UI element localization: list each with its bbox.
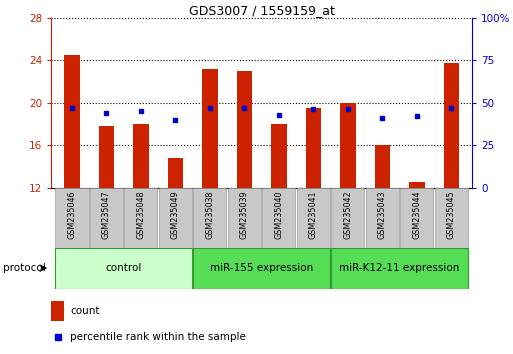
Bar bbox=[271, 124, 287, 188]
Bar bbox=[262, 188, 295, 248]
Text: miR-155 expression: miR-155 expression bbox=[210, 263, 313, 273]
Bar bbox=[435, 188, 468, 248]
Text: count: count bbox=[70, 306, 100, 316]
Bar bbox=[331, 188, 364, 248]
Text: control: control bbox=[106, 263, 142, 273]
Text: GSM235044: GSM235044 bbox=[412, 190, 421, 239]
Text: GSM235048: GSM235048 bbox=[136, 190, 146, 239]
Bar bbox=[228, 188, 261, 248]
Text: GSM235041: GSM235041 bbox=[309, 190, 318, 239]
Bar bbox=[366, 188, 399, 248]
Text: GSM235039: GSM235039 bbox=[240, 190, 249, 239]
Bar bbox=[331, 248, 468, 289]
Title: GDS3007 / 1559159_at: GDS3007 / 1559159_at bbox=[189, 4, 334, 17]
Bar bbox=[400, 188, 433, 248]
Bar bbox=[409, 182, 425, 188]
Bar bbox=[55, 248, 192, 289]
Text: percentile rank within the sample: percentile rank within the sample bbox=[70, 332, 246, 342]
Bar bbox=[98, 126, 114, 188]
Bar bbox=[124, 188, 157, 248]
Bar bbox=[340, 103, 356, 188]
Bar bbox=[297, 188, 330, 248]
Text: protocol: protocol bbox=[3, 263, 45, 273]
Text: GSM235043: GSM235043 bbox=[378, 190, 387, 239]
Bar bbox=[51, 301, 64, 321]
Text: GSM235049: GSM235049 bbox=[171, 190, 180, 239]
Text: GSM235038: GSM235038 bbox=[205, 190, 214, 239]
Bar bbox=[202, 69, 218, 188]
Bar bbox=[64, 55, 80, 188]
Bar bbox=[193, 248, 330, 289]
Bar bbox=[133, 124, 149, 188]
Bar bbox=[236, 71, 252, 188]
Bar bbox=[306, 108, 321, 188]
Bar bbox=[55, 188, 89, 248]
Text: GSM235040: GSM235040 bbox=[274, 190, 283, 239]
Bar bbox=[159, 188, 192, 248]
Bar bbox=[168, 158, 183, 188]
Text: GSM235046: GSM235046 bbox=[68, 190, 76, 239]
Text: GSM235047: GSM235047 bbox=[102, 190, 111, 239]
Bar bbox=[193, 188, 226, 248]
Text: miR-K12-11 expression: miR-K12-11 expression bbox=[340, 263, 460, 273]
Text: GSM235042: GSM235042 bbox=[343, 190, 352, 239]
Bar bbox=[90, 188, 123, 248]
Bar bbox=[374, 145, 390, 188]
Text: GSM235045: GSM235045 bbox=[447, 190, 456, 239]
Bar bbox=[444, 63, 459, 188]
